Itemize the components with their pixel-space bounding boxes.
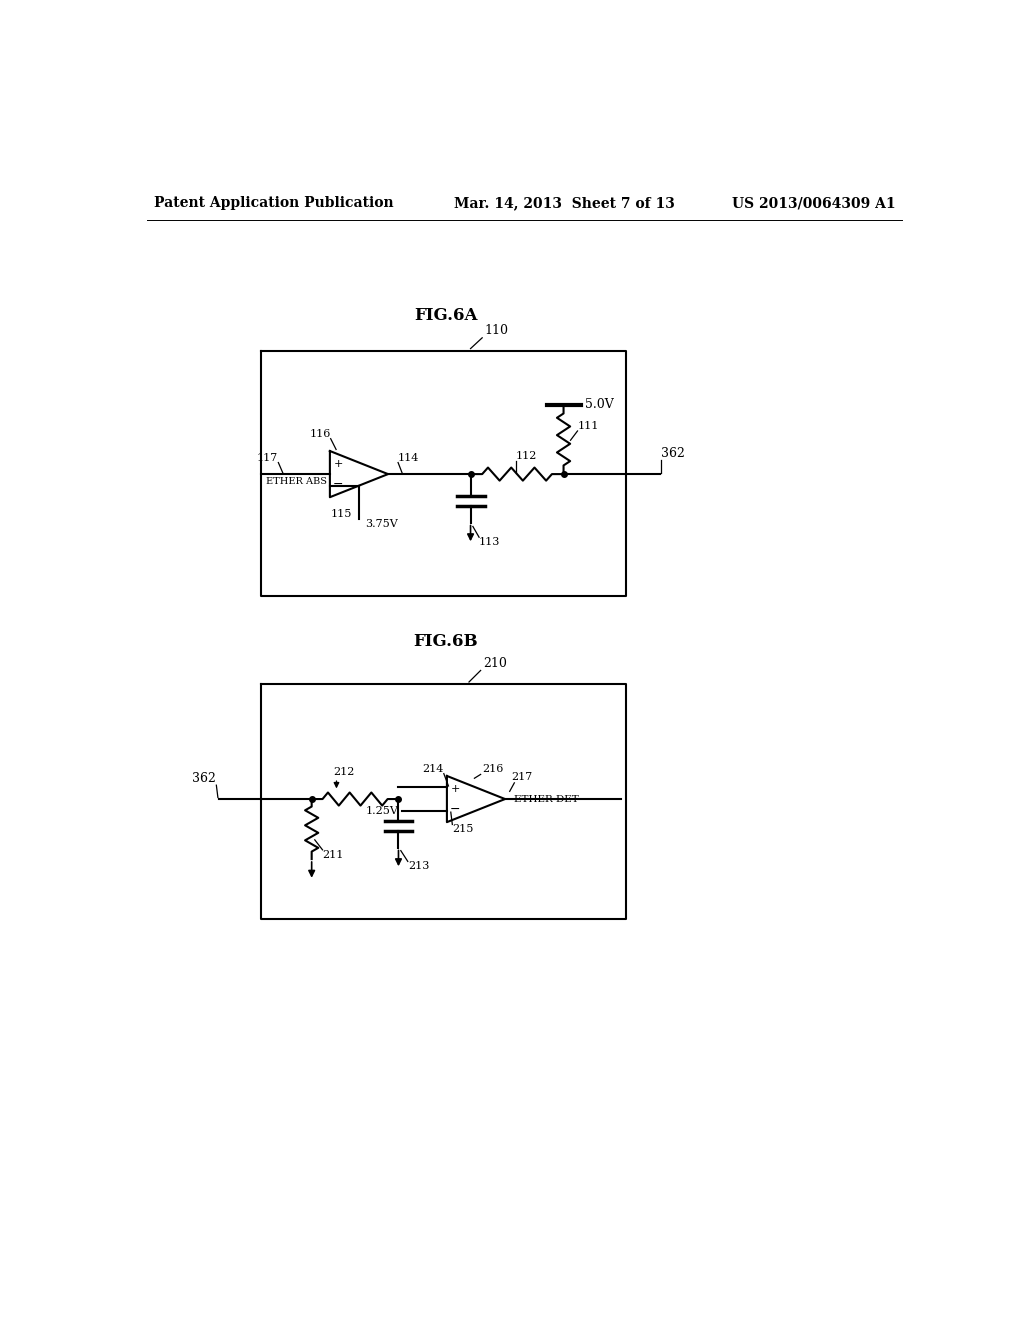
Text: 362: 362	[193, 772, 216, 785]
Text: Patent Application Publication: Patent Application Publication	[154, 197, 393, 210]
Text: 216: 216	[482, 764, 504, 774]
Text: 1.25V: 1.25V	[366, 805, 398, 816]
Text: 217: 217	[511, 772, 532, 781]
Text: 117: 117	[257, 453, 279, 462]
Text: FIG.6A: FIG.6A	[414, 308, 477, 323]
Text: −: −	[451, 803, 461, 816]
Text: Mar. 14, 2013  Sheet 7 of 13: Mar. 14, 2013 Sheet 7 of 13	[454, 197, 675, 210]
Text: 211: 211	[323, 850, 344, 859]
Text: ETHER ABS: ETHER ABS	[266, 478, 327, 486]
Text: 112: 112	[515, 451, 537, 461]
Text: 215: 215	[453, 825, 474, 834]
Text: 115: 115	[330, 508, 351, 519]
Text: 212: 212	[334, 767, 354, 777]
Text: 110: 110	[484, 323, 509, 337]
Text: 3.75V: 3.75V	[365, 519, 397, 529]
Text: ETHER DET: ETHER DET	[514, 795, 580, 804]
Text: 214: 214	[423, 764, 443, 774]
Text: +: +	[334, 459, 343, 469]
Text: +: +	[451, 784, 460, 793]
Text: US 2013/0064309 A1: US 2013/0064309 A1	[731, 197, 895, 210]
Text: 5.0V: 5.0V	[586, 397, 614, 411]
Text: 116: 116	[309, 429, 331, 438]
Text: 114: 114	[398, 453, 420, 462]
Text: 213: 213	[408, 862, 429, 871]
Text: FIG.6B: FIG.6B	[414, 632, 478, 649]
Text: 210: 210	[483, 656, 507, 669]
Text: 111: 111	[578, 421, 599, 432]
Text: 362: 362	[662, 447, 685, 461]
Text: −: −	[333, 478, 344, 491]
Text: 113: 113	[479, 537, 501, 548]
